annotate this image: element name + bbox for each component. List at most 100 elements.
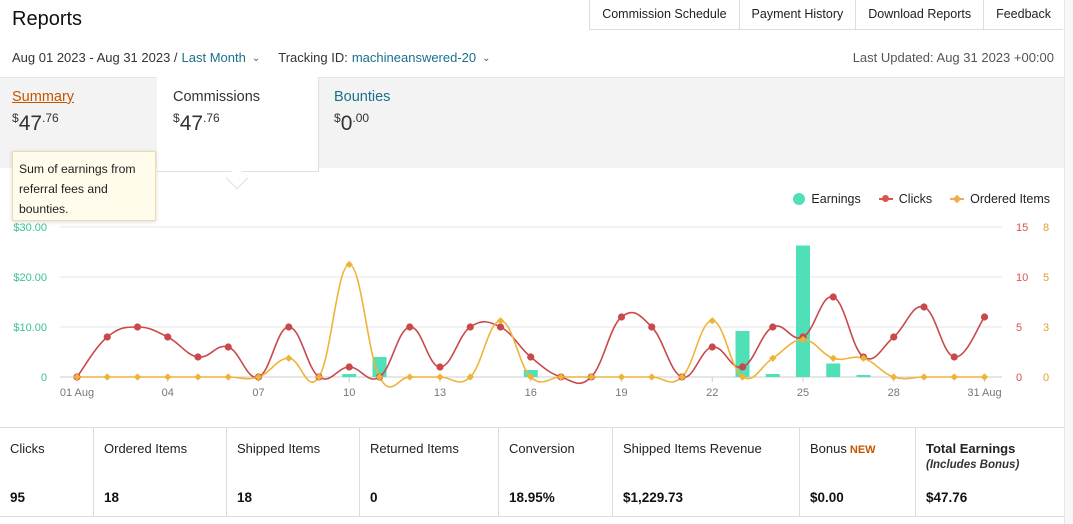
y-items-tick-label: 5 xyxy=(1043,272,1049,284)
y-items-tick-label: 8 xyxy=(1043,222,1049,234)
stat-value: 0 xyxy=(370,490,378,505)
x-tick-label: 16 xyxy=(525,387,537,399)
clicks-point xyxy=(224,343,232,351)
top-nav: Commission Schedule Payment History Down… xyxy=(589,0,1063,30)
ordered-items-point xyxy=(406,373,414,381)
tab-bounties-amount: $0.00 xyxy=(334,111,474,136)
legend-item-clicks[interactable]: Clicks xyxy=(878,192,933,206)
legend-clicks-swatch xyxy=(878,193,893,205)
clicks-point xyxy=(617,313,626,321)
ordered-items-series-line xyxy=(77,263,985,388)
stat-sublabel: (Includes Bonus) xyxy=(926,459,1020,471)
stat-shipped-items: Shipped Items 18 xyxy=(227,428,360,516)
legend-ordered-label: Ordered Items xyxy=(970,192,1050,206)
x-tick-label: 25 xyxy=(797,387,809,399)
clicks-point xyxy=(920,303,928,311)
earnings-bar xyxy=(826,363,841,377)
y-left-tick-label: $30.00 xyxy=(13,222,47,234)
clicks-point xyxy=(164,333,172,341)
ordered-items-point xyxy=(224,373,232,381)
ordered-items-point xyxy=(738,373,747,381)
y-clicks-tick-label: 10 xyxy=(1016,272,1028,284)
amount-cents: .76 xyxy=(42,111,59,125)
tracking-id-label: Tracking ID: xyxy=(278,50,348,65)
stat-value: 18 xyxy=(237,490,253,505)
legend-item-earnings[interactable]: Earnings xyxy=(793,192,861,206)
commission-schedule-button[interactable]: Commission Schedule xyxy=(589,0,738,29)
y-left-tick-label: 0 xyxy=(41,372,47,384)
currency-symbol: $ xyxy=(12,111,19,125)
earnings-bar xyxy=(342,374,357,377)
legend-item-ordered-items[interactable]: Ordered Items xyxy=(950,192,1050,206)
clicks-point xyxy=(527,353,535,361)
clicks-point xyxy=(708,343,716,351)
ordered-items-point xyxy=(648,373,656,381)
scrollbar[interactable] xyxy=(1064,0,1073,524)
stat-label: Returned Items xyxy=(370,441,459,456)
stat-value: $1,229.73 xyxy=(623,490,684,505)
x-tick-label: 10 xyxy=(343,387,355,399)
y-left-tick-label: $10.00 xyxy=(13,322,47,334)
y-items-tick-label: 3 xyxy=(1043,322,1049,334)
chart-legend: Earnings Clicks Ordered Items xyxy=(775,192,1050,206)
ordered-items-point xyxy=(829,354,837,362)
stats-bar: Clicks 95 Ordered Items 18 Shipped Items… xyxy=(0,427,1064,517)
ordered-items-point xyxy=(980,373,989,381)
stat-label: Conversion xyxy=(509,441,575,456)
x-tick-label: 22 xyxy=(706,387,718,399)
clicks-point xyxy=(194,353,202,361)
tab-commissions-amount: $47.76 xyxy=(173,111,318,136)
ordered-items-point xyxy=(315,373,323,381)
stat-bonus-label: Bonus xyxy=(810,441,847,456)
x-tick-label: 13 xyxy=(434,387,446,399)
earnings-chart[interactable]: $30.00 15 8 $20.00 10 5 $10.00 5 3 0 0 0 01 Aug 04 07 1… xyxy=(0,215,1064,407)
ordered-items-point xyxy=(466,373,474,381)
clicks-point xyxy=(466,323,474,331)
clicks-point xyxy=(133,323,142,331)
last-updated: Last Updated: Aug 31 2023 +00:00 xyxy=(852,50,1054,65)
ordered-items-point xyxy=(194,373,202,381)
ordered-items-point xyxy=(345,260,353,269)
ordered-items-point xyxy=(164,373,172,381)
tab-bounties[interactable]: Bounties $0.00 xyxy=(334,77,474,168)
clicks-point xyxy=(285,323,293,331)
ordered-items-point xyxy=(285,354,293,362)
earnings-bar xyxy=(796,245,810,377)
stat-value: $47.76 xyxy=(926,490,968,505)
tab-summary-label: Summary xyxy=(12,89,75,105)
clicks-point xyxy=(436,363,444,371)
ordered-items-point xyxy=(557,373,565,381)
ordered-items-point xyxy=(254,373,263,381)
ordered-items-point xyxy=(496,317,505,325)
amount-dollars: 47 xyxy=(18,112,43,135)
x-tick-label: 01 Aug xyxy=(60,387,94,399)
ordered-items-point xyxy=(859,354,868,362)
clicks-point xyxy=(648,323,656,331)
tracking-id-picker[interactable]: Tracking ID: machineanswered-20 ⌄ xyxy=(278,50,490,65)
stat-returned-items: Returned Items 0 xyxy=(360,428,499,516)
stat-label: Ordered Items xyxy=(104,441,188,456)
tracking-id-value: machineanswered-20 xyxy=(351,50,477,65)
legend-clicks-label: Clicks xyxy=(898,192,933,206)
date-preset-label: Last Month xyxy=(181,50,246,65)
tab-summary[interactable]: Summary $47.76 xyxy=(12,77,152,168)
earnings-bar xyxy=(765,374,780,377)
y-clicks-tick-label: 0 xyxy=(1016,372,1022,384)
tab-summary-amount: $47.76 xyxy=(12,111,152,136)
clicks-point xyxy=(103,333,111,341)
clicks-point xyxy=(950,353,958,361)
feedback-button[interactable]: Feedback xyxy=(983,0,1063,29)
tab-commissions-label: Commissions xyxy=(173,89,261,105)
ordered-items-point xyxy=(133,373,142,381)
ordered-items-point xyxy=(920,373,928,381)
tab-commissions[interactable]: Commissions $47.76 xyxy=(157,77,319,172)
legend-earnings-label: Earnings xyxy=(811,192,861,206)
download-reports-button[interactable]: Download Reports xyxy=(855,0,983,29)
stat-label: Clicks xyxy=(10,441,45,456)
date-range-picker[interactable]: Aug 01 2023 - Aug 31 2023 / Last Month ⌄ xyxy=(12,50,260,65)
ordered-items-point xyxy=(103,373,111,381)
payment-history-button[interactable]: Payment History xyxy=(738,0,856,29)
stat-label: Total Earnings xyxy=(926,441,1016,456)
x-tick-label: 28 xyxy=(888,387,900,399)
